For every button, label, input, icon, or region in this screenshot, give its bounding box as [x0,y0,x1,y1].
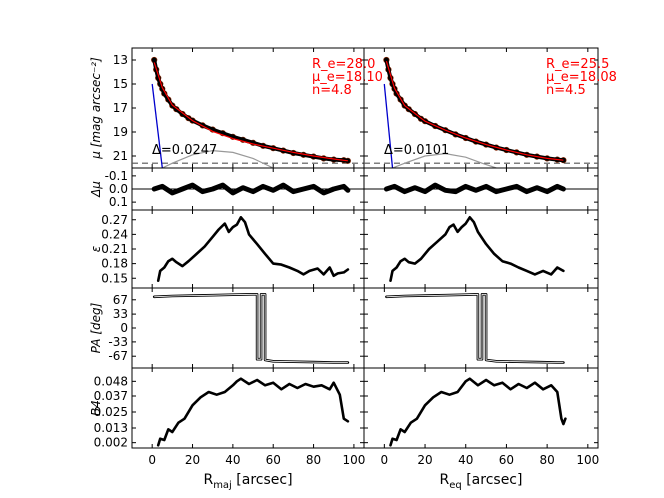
param-mue: μ_e=18.10 [312,70,383,85]
eps-y-axis-label: ε [89,245,103,252]
inner-component-curve [383,83,394,168]
b4-frame [363,367,599,449]
eps-panel-left: 0.270.240.210.180.15 [101,209,365,289]
x-tick-label: 60 [266,453,281,467]
y-tick-label: -33 [108,335,128,349]
y-tick-label: 0.15 [101,271,128,285]
y-tick-label: 0.013 [94,421,128,435]
y-tick-label: 15 [113,77,128,91]
mu-panel-right: R_e=25.5μ_e=18.08n=4.5 Δ=0.0101 [363,47,617,169]
delta-label: Δ=0.0101 [384,143,449,158]
b4-panel-right [363,367,599,449]
panels-layer: 13 15 17 19 21 R_e=28.0μ_e=18.10n=4.8 Δ=0.0247… [89,47,617,491]
y-tick-label: 13 [113,53,128,67]
x-tick-label: 20 [185,453,200,467]
x-tick-label: 40 [458,453,473,467]
sersic-model-curve [153,62,348,162]
right-x-axis-label: Req [arcsec] [440,472,523,491]
left-x-axis-label: Rmaj [arcsec] [203,472,292,491]
dmu-plot-area [364,182,598,195]
y-tick-label: 21 [113,149,128,163]
b4-y-axis-label: B4 [89,400,103,416]
x-tick-label: 40 [225,453,240,467]
y-tick-label: 0.048 [94,374,128,388]
x-axis-label-main: R [203,472,213,488]
eps-plot-area [389,216,565,282]
x-axis-label-subscript: maj [213,480,232,491]
pa-profile-inner [154,293,348,363]
dmu-y-axis-label: Δμ [89,181,103,198]
param-re: R_e=28.0 [312,57,375,72]
param-n: n=4.8 [312,83,352,98]
x-axis-label-unit: [arcsec] [232,472,293,488]
y-tick-label: 17 [113,101,128,115]
y-tick-label: 0.0 [109,182,128,196]
x-tick-label: 80 [306,453,321,467]
y-tick-label: 33 [113,307,128,321]
y-tick-label: 67 [113,293,128,307]
pa-profile-line [152,293,350,364]
y-tick-label: -0.1 [105,169,128,183]
y-tick-label: 0.27 [101,213,128,227]
eps-profile-line [389,216,565,282]
dmu-panel-right [363,167,599,211]
b4-plot-area [156,377,350,447]
pa-frame [131,287,365,369]
eps-profile-line [156,216,350,282]
x-axis-label-main: R [440,472,450,488]
mu-plot-area [132,56,364,168]
y-tick-label: 0.18 [101,257,128,271]
x-axis-label-subscript: eq [449,480,462,491]
dmu-panel-left: -0.10.00.1 [105,167,365,211]
pa-y-axis-label: PA [deg] [89,302,103,353]
sersic-model-curve [385,61,564,161]
param-re: R_e=25.5 [546,57,609,72]
x-tick-label: 60 [499,453,514,467]
x-tick-label: 100 [576,453,599,467]
dmu-profile-line [383,182,566,195]
pa-plot-area [152,293,350,364]
x-tick-label: 0 [381,453,389,467]
y-tick-label: 0.21 [101,242,128,256]
x-tick-label: 20 [417,453,432,467]
outer-component-curve [392,152,497,168]
x-tick-label: 80 [539,453,554,467]
b4-profile-line [389,377,567,447]
eps-frame [363,209,599,289]
y-tick-label: 0 [120,321,128,335]
pa-profile-line [385,293,565,364]
x-tick-label: 0 [148,453,156,467]
mu-panel-left: 13 15 17 19 21 R_e=28.0μ_e=18.10n=4.8 Δ=0.0247 [113,47,383,169]
y-tick-label: 0.002 [94,436,128,450]
eps-frame [131,209,365,289]
b4-plot-area [389,377,567,447]
param-n: n=4.5 [546,83,586,98]
mu-y-axis-label: μ [mag arcsec⁻²] [89,57,103,160]
eps-plot-area [156,216,350,282]
outer-component-curve [162,149,274,168]
inner-component-curve [151,83,163,168]
pa-profile-inner [386,293,564,363]
param-mue: μ_e=18.08 [546,70,617,85]
b4-profile-line [156,377,350,447]
pa-plot-area [385,293,565,364]
x-tick-label: 100 [342,453,365,467]
y-tick-label: -67 [108,349,128,363]
eps-panel-right [363,209,599,289]
y-tick-label: 19 [113,125,128,139]
dmu-plot-area [132,182,364,196]
pa-panel-right [363,287,599,369]
x-axis-label-unit: [arcsec] [462,472,523,488]
dmu-profile-line [151,182,351,196]
y-tick-label: 0.1 [109,195,128,209]
delta-label: Δ=0.0247 [152,143,217,158]
y-tick-label: 0.037 [94,389,128,403]
y-tick-label: 0.025 [94,405,128,419]
y-tick-label: 0.24 [101,227,128,241]
mu-plot-area [364,56,598,168]
